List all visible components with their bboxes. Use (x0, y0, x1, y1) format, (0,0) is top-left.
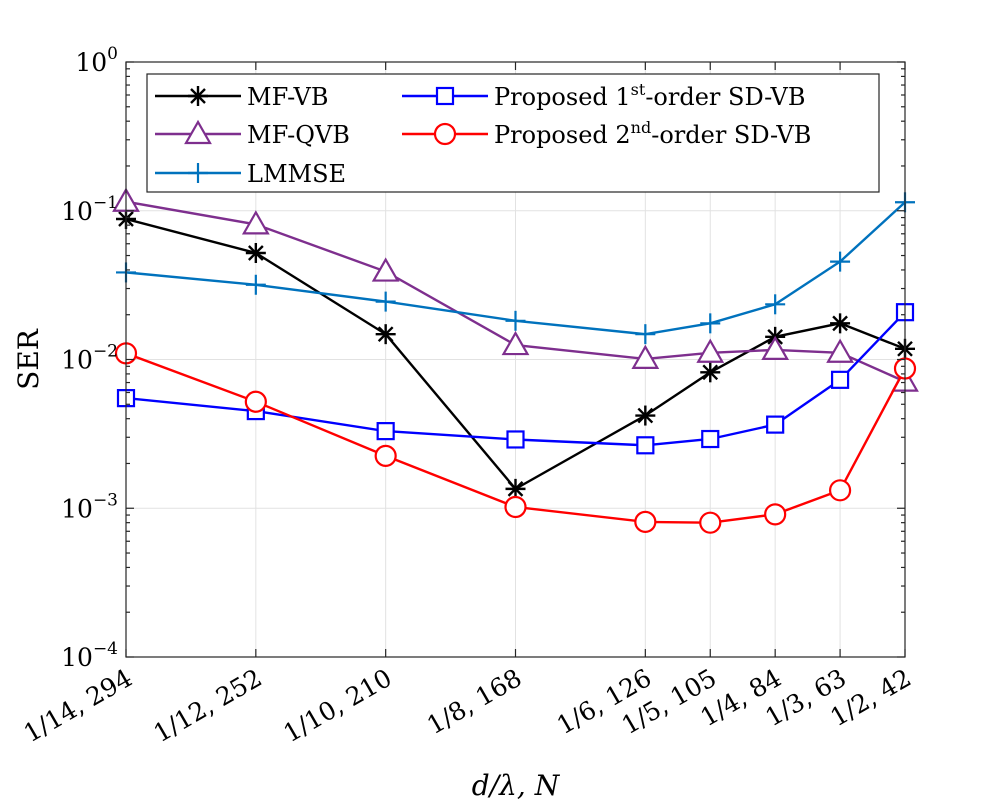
legend-item: MF-VB (155, 83, 328, 111)
series-square (116, 303, 915, 455)
y-tick-label: 100 (75, 44, 118, 77)
data-point (700, 313, 721, 334)
y-tick-label: 10−4 (61, 639, 118, 672)
data-point (376, 422, 395, 441)
legend-marker (188, 163, 208, 183)
x-tick-labels: 1/14, 294 1/12, 252 1/10, 210 1/8, 168 1/6, … (19, 663, 916, 748)
x-axis-label: d/λ, N (472, 769, 561, 802)
data-point (636, 436, 655, 455)
data-point (828, 479, 852, 502)
legend-label: MF-VB (247, 83, 328, 111)
data-point (696, 338, 725, 363)
data-point (699, 511, 722, 534)
x-tick-label: 1/14, 294 (19, 663, 137, 748)
data-point (245, 274, 266, 295)
legend-item: Proposed 1st-order SD-VB (402, 80, 805, 111)
data-point (764, 503, 787, 526)
y-tick-label: 10−1 (61, 193, 118, 226)
x-tick-label: 1/10, 210 (278, 663, 396, 748)
legend-label: LMMSE (247, 160, 346, 188)
data-point (245, 242, 266, 263)
y-tick-label: 10−3 (61, 490, 118, 523)
y-tick-labels: 10−4 10−3 10−2 10−1 100 (61, 44, 118, 672)
data-point (635, 324, 656, 345)
legend-item: MF-QVB (155, 119, 350, 149)
legend-item: LMMSE (155, 160, 346, 188)
x-tick-label: 1/8, 168 (422, 663, 526, 740)
data-point (505, 478, 526, 499)
data-point (826, 338, 854, 363)
data-point (635, 405, 656, 426)
data-point (830, 251, 851, 272)
y-tick-label: 10−2 (61, 342, 118, 375)
legend-box (146, 73, 880, 193)
x-tick-label: 1/12, 252 (149, 663, 267, 748)
data-point (375, 324, 396, 345)
data-point (241, 210, 270, 235)
data-point (765, 294, 786, 315)
data-point (700, 362, 721, 383)
data-point (371, 257, 400, 282)
legend-label: Proposed 1st-order SD-VB (494, 80, 805, 111)
data-point (374, 444, 397, 467)
legend: MF-VB MF-QVB LMMSE Proposed 1st-order SD-VB… (146, 73, 880, 193)
data-point (634, 510, 657, 533)
axis-ticks (125, 61, 906, 658)
data-point (761, 335, 790, 361)
data-point (830, 313, 851, 334)
data-point (501, 330, 530, 356)
legend-marker (184, 119, 212, 145)
data-point (504, 495, 527, 519)
data-point (631, 344, 660, 369)
data-point (506, 430, 525, 449)
data-point (375, 291, 396, 312)
data-point (830, 370, 850, 389)
data-point (766, 415, 785, 434)
y-axis-label: SER (12, 328, 45, 390)
legend-marker (188, 86, 208, 106)
legend-label: Proposed 2nd-order SD-VB (494, 118, 811, 149)
legend-label: MF-QVB (247, 121, 350, 149)
data-point (701, 429, 720, 449)
legend-marker (433, 122, 457, 146)
x-axis-label-text: d/λ, N (472, 769, 561, 802)
legend-marker (435, 86, 455, 106)
legend-item: Proposed 2nd-order SD-VB (402, 118, 811, 149)
data-point (505, 310, 526, 331)
data-point (244, 390, 267, 413)
